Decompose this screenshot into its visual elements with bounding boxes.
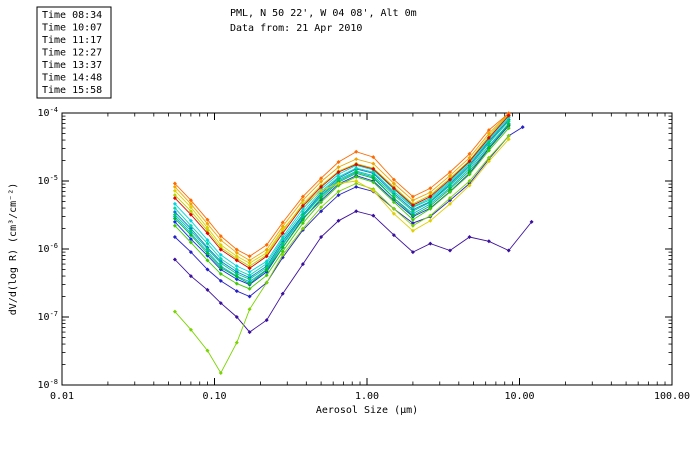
series-line-14:48 — [174, 113, 510, 261]
series-line-13:37 — [174, 113, 510, 267]
series-markers-14:48 — [172, 111, 511, 263]
series-markers-15:20 — [172, 111, 511, 259]
plot-title-date: Data from: 21 Apr 2010 — [230, 23, 363, 34]
x-tick-label: 100.00 — [654, 391, 690, 402]
y-tick-label: 10-5 — [38, 174, 58, 187]
x-tick-label: 1.00 — [355, 391, 379, 402]
series-line-15:58 — [174, 115, 510, 269]
series-group — [172, 111, 534, 375]
series-line-12:55 — [174, 127, 510, 290]
series-markers-12:55 — [172, 126, 511, 291]
series-markers-10:38 — [172, 121, 511, 284]
legend-item: Time 13:37 — [42, 60, 102, 71]
x-axis-label: Aerosol Size (μm) — [316, 405, 418, 416]
legend-item: Time 14:48 — [42, 73, 102, 84]
series-markers-13:20 — [172, 133, 511, 375]
series-markers-09:36 — [172, 123, 511, 287]
series-line-13:20 — [174, 135, 510, 374]
series-markers-11:45 — [172, 115, 511, 278]
legend-item: Time 12:27 — [42, 48, 102, 59]
series-markers-12:27 — [172, 122, 511, 286]
series-line-10:07 — [174, 119, 510, 279]
series-line-09:36 — [174, 125, 510, 286]
legend-item: Time 08:34 — [42, 10, 102, 21]
series-line-12:10 — [174, 120, 510, 280]
series-line-11:17 — [174, 115, 510, 273]
legend-item: Time 15:58 — [42, 85, 102, 96]
y-tick-label: 10-6 — [38, 242, 58, 255]
series-line-14:05 — [174, 138, 510, 264]
series-line-15:20 — [174, 112, 509, 257]
y-tick-label: 10-7 — [38, 310, 58, 323]
y-tick-label: 10-8 — [38, 378, 58, 391]
x-tick-label: 0.10 — [202, 391, 226, 402]
plot-title-location: PML, N 50 22', W 04 08', Alt 0m — [230, 8, 417, 19]
y-axis-label: dV/d(log R) (cm³/cm⁻²) — [8, 183, 19, 315]
series-markers-14:05 — [172, 137, 511, 266]
axes — [61, 112, 673, 386]
legend-item: Time 10:07 — [42, 23, 102, 34]
x-tick-label: 10.00 — [504, 391, 534, 402]
series-markers-10:07 — [172, 117, 511, 280]
y-tick-label: 10-4 — [38, 106, 58, 119]
tick-labels: 0.01 0.10 1.00 10.00 100.00 10-8 10-7 10-6 10-5 1… — [8, 106, 690, 416]
series-line-12:27 — [174, 124, 510, 285]
series-line-11:45 — [174, 117, 510, 276]
legend-item: Time 11:17 — [42, 35, 102, 46]
x-tick-label: 0.01 — [50, 391, 74, 402]
major-ticks — [61, 112, 673, 386]
series-line-10:38 — [174, 123, 510, 283]
minor-ticks — [62, 113, 672, 385]
